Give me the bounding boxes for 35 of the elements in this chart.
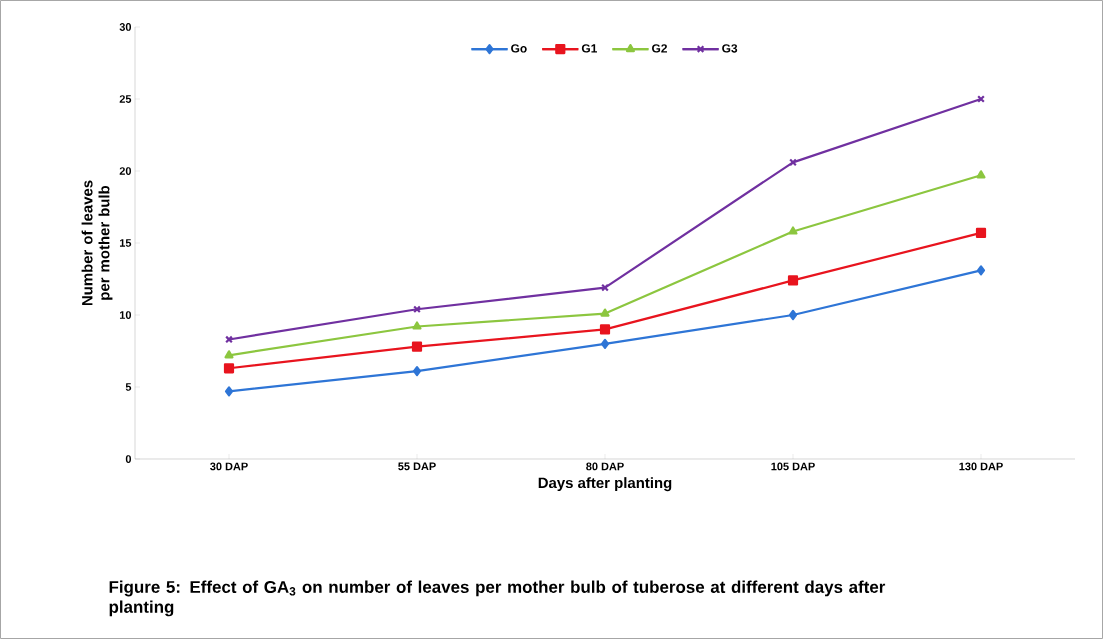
point — [601, 283, 609, 292]
y-tick-label: 15 — [119, 239, 132, 247]
x-tick-label: 130 DAP — [959, 462, 1003, 471]
point — [223, 363, 235, 374]
point — [224, 386, 234, 397]
legend-label: G2 — [652, 44, 667, 53]
point — [412, 321, 422, 330]
y-axis-title: Number of leaves per mother bulb — [81, 180, 113, 306]
point — [411, 341, 423, 352]
point — [599, 324, 611, 335]
point — [975, 227, 987, 239]
point — [788, 226, 798, 235]
legend-label: G1 — [581, 44, 597, 53]
point — [787, 275, 799, 286]
x-axis-title: Days after planting — [538, 477, 672, 492]
point — [224, 350, 234, 359]
point — [412, 366, 422, 377]
y-tick-label: 25 — [119, 95, 132, 103]
x-tick-label: 105 DAP — [771, 462, 815, 471]
y-tick-label: 30 — [119, 23, 132, 31]
point — [788, 309, 798, 321]
y-tick-label: 20 — [119, 167, 132, 175]
point — [600, 308, 610, 317]
chart-title: Figure 5: Effect of GA$_{3}$ on number of leaves per mother bulb of tuberose at different days after planting — [109, 580, 886, 617]
y-tick-label: 10 — [119, 311, 132, 319]
legend-label: Go — [511, 44, 527, 53]
y-tick-label: 0 — [125, 455, 132, 463]
point — [600, 338, 610, 349]
y-tick-label: 5 — [125, 383, 132, 391]
x-tick-label: 30 DAP — [210, 462, 248, 471]
legend-label: G3 — [722, 44, 738, 53]
point — [976, 265, 986, 276]
x-tick-label: 55 DAP — [398, 462, 436, 471]
point — [976, 170, 986, 179]
x-tick-label: 80 DAP — [586, 462, 624, 471]
